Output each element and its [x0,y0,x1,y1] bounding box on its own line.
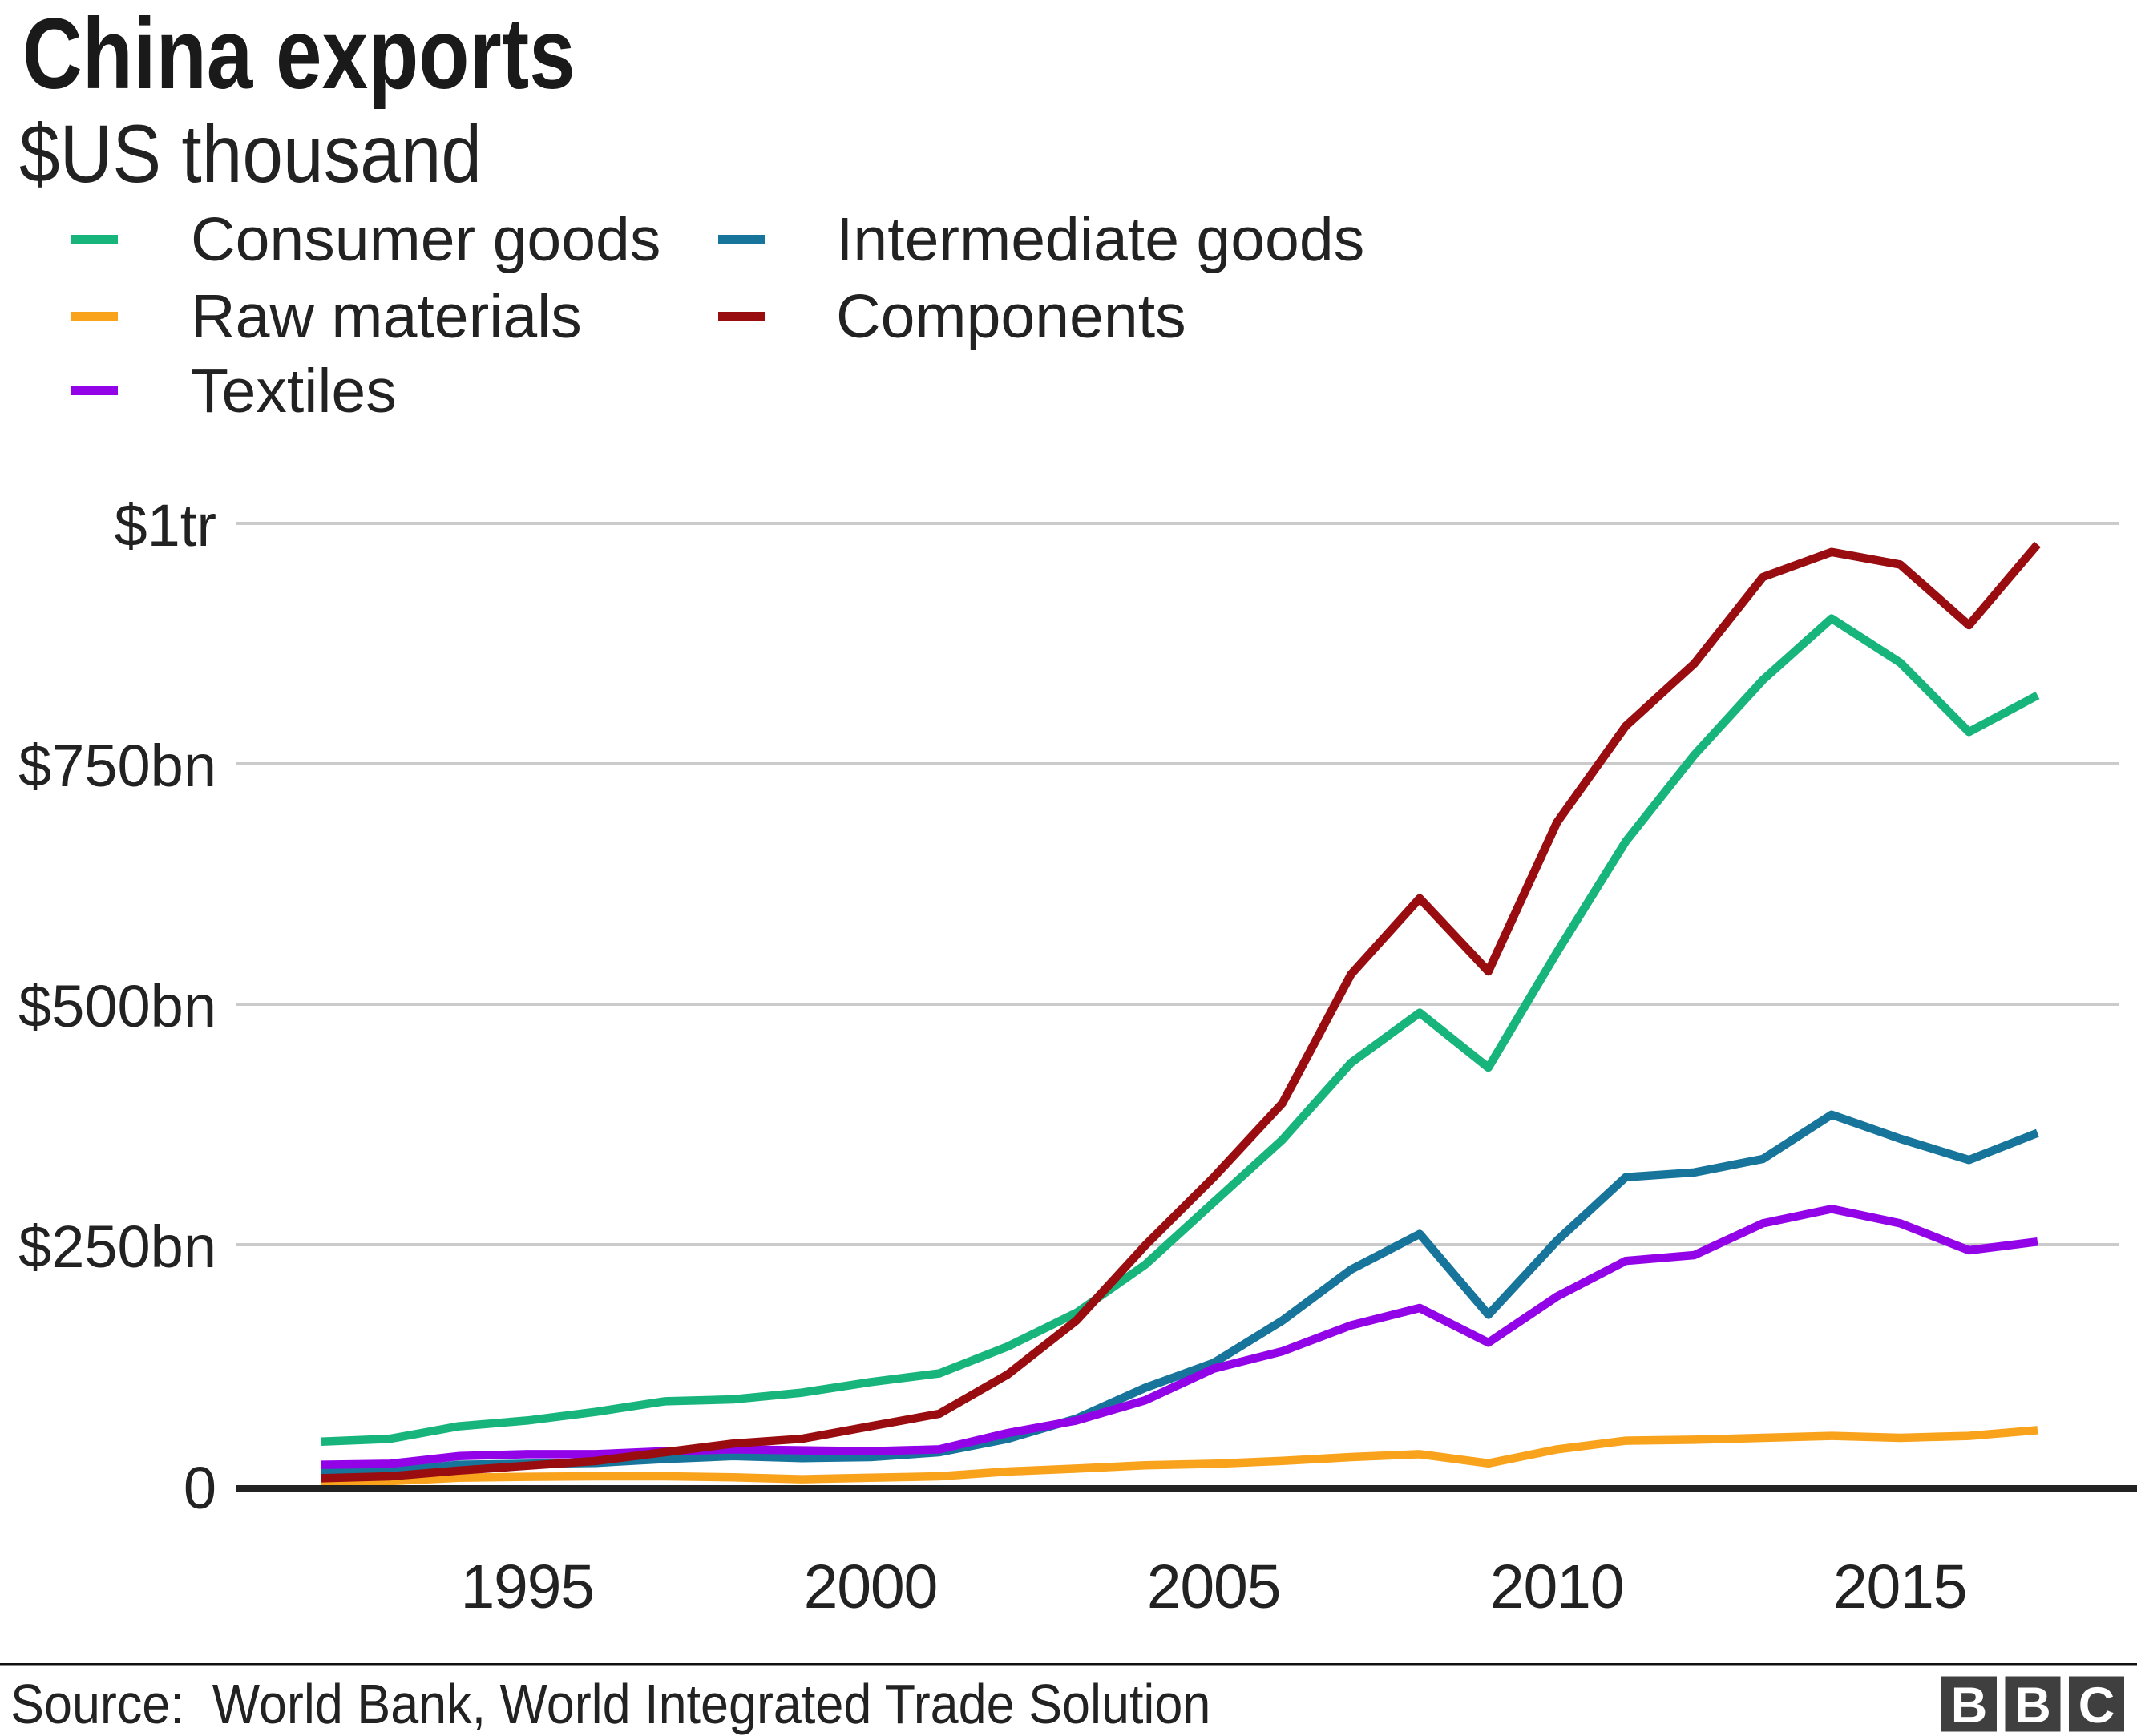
svg-text:China exports: China exports [22,0,576,110]
svg-text:2005: 2005 [1147,1552,1281,1621]
svg-text:0: 0 [184,1455,216,1521]
svg-text:Intermediate goods: Intermediate goods [836,205,1364,274]
svg-text:$750bn: $750bn [18,733,216,799]
svg-text:Source: World Bank, World Int: Source: World Bank, World Integrated Tra… [10,1673,1210,1736]
svg-text:Components: Components [836,282,1186,351]
svg-text:B: B [2014,1677,2051,1734]
svg-text:$250bn: $250bn [18,1213,216,1280]
svg-text:2015: 2015 [1833,1552,1967,1621]
svg-text:2000: 2000 [804,1552,938,1621]
svg-text:B: B [1951,1677,1988,1734]
svg-text:Textiles: Textiles [191,357,397,426]
svg-text:Raw materials: Raw materials [191,282,582,351]
svg-text:$500bn: $500bn [18,973,216,1040]
svg-text:1995: 1995 [460,1552,594,1621]
svg-text:2010: 2010 [1490,1552,1624,1621]
svg-text:C: C [2078,1677,2115,1734]
svg-text:$1tr: $1tr [114,492,216,559]
svg-text:Consumer goods: Consumer goods [191,205,660,274]
svg-text:$US thousand: $US thousand [19,108,482,200]
